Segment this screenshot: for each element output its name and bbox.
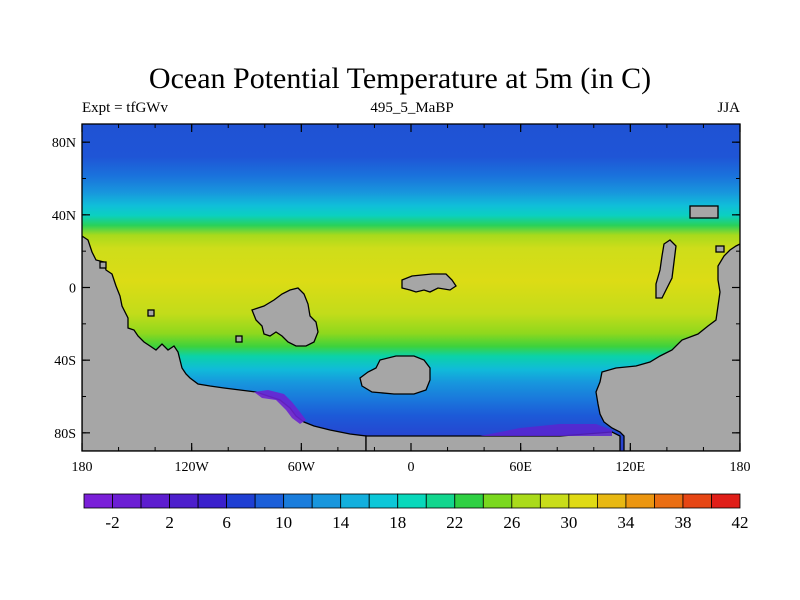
colorbar-label: 38 xyxy=(674,513,691,532)
cold-patch xyxy=(254,390,306,424)
colorbar-swatch xyxy=(596,493,627,509)
y-tick-label: 40N xyxy=(52,209,76,224)
colorbar-label: 30 xyxy=(560,513,577,532)
x-tick-label: 180 xyxy=(72,460,93,475)
land-mass xyxy=(235,335,243,343)
colorbar-swatch xyxy=(283,493,313,509)
colorbar-swatch xyxy=(711,493,741,509)
colorbar-swatch xyxy=(511,493,541,509)
colorbar: -2 2 6 10 14 18 22 26 30 34 38 42 xyxy=(83,493,749,532)
colorbar-swatch xyxy=(568,493,598,509)
colorbar-swatch xyxy=(83,493,113,509)
land-mass xyxy=(99,261,107,269)
land-mass xyxy=(147,309,155,317)
colorbar-label: 22 xyxy=(446,513,463,532)
colorbar-swatch xyxy=(340,493,370,509)
land-mass xyxy=(689,205,719,219)
colorbar-swatch xyxy=(311,493,342,509)
colorbar-swatch xyxy=(539,493,570,509)
y-tick-label: 40S xyxy=(54,354,76,369)
y-tick-label: 0 xyxy=(69,282,76,297)
colorbar-swatch xyxy=(397,493,427,509)
colorbar-swatch xyxy=(682,493,712,509)
colorbar-swatch xyxy=(140,493,170,509)
colorbar-label: 34 xyxy=(617,513,635,532)
colorbar-swatch xyxy=(368,493,399,509)
colorbar-swatch xyxy=(112,493,142,509)
x-tick-label: 120E xyxy=(616,460,646,475)
land-mass xyxy=(655,239,677,299)
map-title: Ocean Potential Temperature at 5m (in C) xyxy=(148,62,652,95)
colorbar-label: 42 xyxy=(732,513,749,532)
colorbar-swatch xyxy=(482,493,513,509)
colorbar-swatch xyxy=(226,493,256,509)
colorbar-label: 18 xyxy=(389,513,406,532)
land-mass xyxy=(401,273,457,293)
time-label: 495_5_MaBP xyxy=(370,100,454,116)
land-mass xyxy=(82,235,367,451)
colorbar-swatch xyxy=(254,493,285,509)
colorbar-swatch xyxy=(625,493,655,509)
land-mass xyxy=(595,243,740,451)
colorbar-swatch xyxy=(425,493,456,509)
x-tick-label: 60E xyxy=(509,460,532,475)
experiment-label: Expt = tfGWv xyxy=(82,100,168,116)
colorbar-swatch xyxy=(169,493,199,509)
x-tick-label: 60W xyxy=(288,460,316,475)
y-tick-label: 80S xyxy=(54,427,76,442)
x-tick-label: 120W xyxy=(175,460,210,475)
x-tick-label: 0 xyxy=(408,460,415,475)
colorbar-label: 10 xyxy=(275,513,292,532)
x-tick-label: 180 xyxy=(730,460,751,475)
land-mass xyxy=(715,245,725,253)
colorbar-swatch xyxy=(197,493,228,509)
land-mass xyxy=(359,355,431,395)
colorbar-label: 2 xyxy=(165,513,174,532)
colorbar-label: 6 xyxy=(222,513,231,532)
y-tick-label: 80N xyxy=(52,136,76,151)
cold-patch xyxy=(480,424,612,436)
land-mass xyxy=(251,287,319,347)
colorbar-label: 26 xyxy=(503,513,520,532)
colorbar-label: 14 xyxy=(332,513,350,532)
colorbar-swatch xyxy=(454,493,484,509)
x-axis: 180 120W 60W 0 60E 120E 180 xyxy=(72,124,751,475)
y-axis: 80N 40N 0 40S 80S xyxy=(52,136,740,442)
season-label: JJA xyxy=(717,100,740,116)
colorbar-label: -2 xyxy=(105,513,119,532)
colorbar-swatch xyxy=(654,493,684,509)
